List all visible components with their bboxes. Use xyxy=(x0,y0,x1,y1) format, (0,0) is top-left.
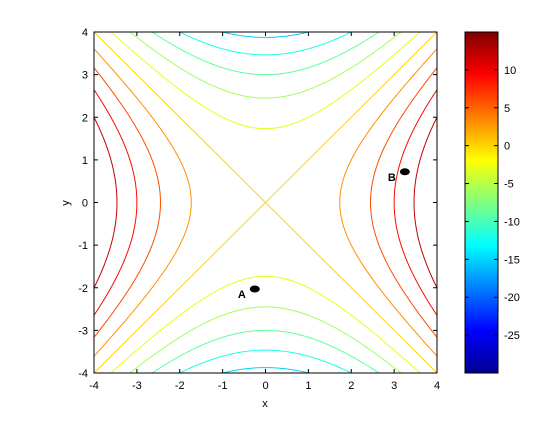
y-axis-ticks: -4 -3 -2 -1 0 1 2 3 4 xyxy=(78,27,437,380)
x-axis-label: x xyxy=(262,398,268,410)
colorbar-tick-label: -5 xyxy=(504,179,514,191)
contour-line xyxy=(220,367,311,373)
colorbar-tick-label: 10 xyxy=(504,65,516,77)
y-tick-label: 1 xyxy=(82,155,88,167)
y-axis-label: y xyxy=(60,200,72,206)
y-tick-label: 2 xyxy=(82,112,88,124)
contour-line xyxy=(110,275,421,373)
contour-line xyxy=(94,116,118,289)
contour-line xyxy=(370,66,437,339)
point-marker-A xyxy=(249,285,260,293)
x-tick-label: 1 xyxy=(305,380,311,392)
colorbar-tick-label: 0 xyxy=(504,141,510,153)
colorbar-tick-label: -10 xyxy=(504,216,520,228)
contour-line xyxy=(110,32,421,130)
y-tick-label: -2 xyxy=(78,283,88,295)
y-tick-label: -4 xyxy=(78,368,88,380)
x-tick-label: -4 xyxy=(89,380,99,392)
contour-lines xyxy=(94,32,437,373)
x-tick-label: -1 xyxy=(218,380,228,392)
x-tick-label: 0 xyxy=(262,380,268,392)
point-label-B: B xyxy=(388,172,396,184)
colorbar-tick-label: -20 xyxy=(504,292,520,304)
x-axis-ticks: -4 -3 -2 -1 0 1 2 3 4 xyxy=(89,32,440,392)
y-tick-label: -1 xyxy=(78,240,88,252)
y-tick-label: 0 xyxy=(82,198,88,210)
contour-line xyxy=(178,32,353,56)
colorbar-ticks: 10 5 0 -5 -10 -15 -20 -25 xyxy=(465,65,520,342)
point-label-A: A xyxy=(238,289,246,301)
x-tick-label: 2 xyxy=(348,380,354,392)
colorbar-tick-label: 5 xyxy=(504,103,510,115)
contour-line xyxy=(393,88,437,317)
contour-line xyxy=(94,32,437,373)
x-tick-label: -2 xyxy=(175,380,185,392)
point-markers: AB xyxy=(238,168,410,301)
point-marker-B xyxy=(399,168,410,176)
colorbar xyxy=(464,31,499,374)
contour-line xyxy=(178,349,353,373)
contour-line xyxy=(151,329,380,373)
contour-line xyxy=(94,48,192,357)
colorbar-tick-label: -15 xyxy=(504,254,520,266)
contour-line xyxy=(129,32,402,99)
y-tick-label: 3 xyxy=(82,70,88,82)
contour-line xyxy=(339,48,437,357)
x-tick-label: 3 xyxy=(391,380,397,392)
y-tick-label: 4 xyxy=(82,27,88,39)
x-tick-label: -3 xyxy=(132,380,142,392)
contour-line xyxy=(129,306,402,373)
colorbar-tick-label: -25 xyxy=(504,330,520,342)
contour-line xyxy=(94,88,138,317)
y-tick-label: -3 xyxy=(78,325,88,337)
contour-line xyxy=(220,32,311,38)
contour-line xyxy=(151,32,380,76)
contour-line xyxy=(94,66,161,339)
contour-line xyxy=(413,116,437,289)
x-tick-label: 4 xyxy=(434,380,440,392)
